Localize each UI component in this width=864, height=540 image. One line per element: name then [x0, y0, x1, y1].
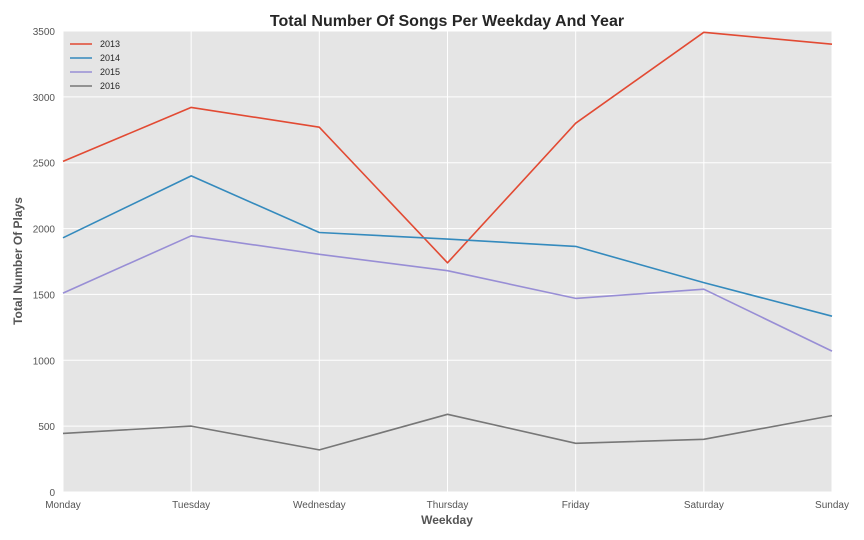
x-tick-label: Thursday: [427, 500, 469, 511]
x-tick-label: Tuesday: [172, 500, 210, 511]
x-tick-label: Sunday: [815, 500, 849, 511]
y-axis-label: Total Number Of Plays: [11, 197, 25, 325]
x-tick-label: Monday: [45, 500, 81, 511]
y-tick-label: 2500: [33, 159, 56, 170]
series-line-2016: [62, 413, 833, 451]
y-tick-label: 1500: [33, 290, 56, 301]
x-tick-label: Wednesday: [293, 500, 346, 511]
x-axis-label: Weekday: [421, 513, 473, 527]
chart-title: Total Number Of Songs Per Weekday And Ye…: [270, 13, 624, 30]
y-tick-label: 0: [49, 488, 55, 499]
legend-label-2015: 2015: [100, 67, 120, 77]
y-tick-label: 3500: [33, 27, 56, 38]
legend: 2013 2014 2015 2016: [70, 39, 120, 91]
y-tick-label: 2000: [33, 225, 56, 236]
y-tick-label: 3000: [33, 93, 56, 104]
series-line-2013: [62, 31, 833, 264]
x-tick-label: Saturday: [684, 500, 724, 511]
series-line-2014: [62, 175, 833, 317]
legend-label-2016: 2016: [100, 81, 120, 91]
x-tick-labels: Monday Tuesday Wednesday Thursday Friday Satu…: [45, 500, 849, 511]
legend-label-2014: 2014: [100, 53, 120, 63]
legend-label-2013: 2013: [100, 39, 120, 49]
x-tick-label: Friday: [562, 500, 590, 511]
y-tick-labels: 0 500 1000 1500 2000 2500 3000 3500: [33, 27, 56, 499]
series-lines: [62, 31, 833, 451]
series-line-2015: [62, 235, 833, 352]
y-tick-label: 500: [38, 422, 55, 433]
y-tick-label: 1000: [33, 356, 56, 367]
